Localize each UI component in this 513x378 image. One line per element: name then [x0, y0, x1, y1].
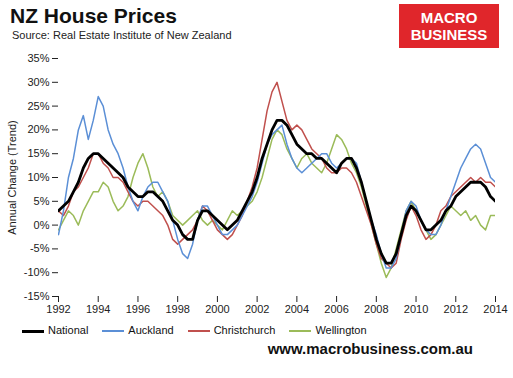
svg-text:25%: 25% — [27, 100, 49, 112]
svg-text:1998: 1998 — [165, 303, 189, 315]
svg-text:2006: 2006 — [324, 303, 348, 315]
svg-text:-10%: -10% — [24, 266, 50, 278]
svg-text:2000: 2000 — [205, 303, 229, 315]
svg-text:20%: 20% — [27, 123, 49, 135]
html-text:www.macrobusiness.com.au: www.macrobusiness.com.au — [267, 340, 473, 357]
html-text:NZ House Prices: NZ House Prices — [10, 4, 177, 27]
svg-text:30%: 30% — [27, 76, 49, 88]
svg-text:1992: 1992 — [46, 303, 70, 315]
svg-text:Annual Change (Trend): Annual Change (Trend) — [6, 120, 18, 235]
svg-text:-5%: -5% — [30, 242, 50, 254]
html-text:Auckland: Auckland — [128, 324, 174, 336]
html-text:BUSINESS: BUSINESS — [410, 26, 488, 43]
svg-text:5%: 5% — [34, 195, 50, 207]
svg-text:35%: 35% — [27, 52, 49, 64]
svg-text:0%: 0% — [34, 219, 50, 231]
svg-text:2012: 2012 — [444, 303, 468, 315]
html-text:National: National — [48, 324, 89, 336]
svg-text:-15%: -15% — [24, 290, 50, 302]
svg-text:1996: 1996 — [126, 303, 150, 315]
html-text:Wellington: Wellington — [315, 324, 367, 336]
svg-text:2014: 2014 — [483, 303, 507, 315]
svg-text:2002: 2002 — [245, 303, 269, 315]
svg-text:10%: 10% — [27, 171, 49, 183]
html-text:Source: Real Estate Institute: Source: Real Estate Institute of New Zea… — [12, 29, 232, 41]
html-text:MACRO: MACRO — [420, 9, 478, 26]
svg-text:2008: 2008 — [364, 303, 388, 315]
html-text:Christchurch: Christchurch — [213, 324, 276, 336]
svg-text:1994: 1994 — [86, 303, 110, 315]
svg-text:15%: 15% — [27, 147, 49, 159]
svg-text:2004: 2004 — [285, 303, 309, 315]
svg-text:2010: 2010 — [404, 303, 428, 315]
